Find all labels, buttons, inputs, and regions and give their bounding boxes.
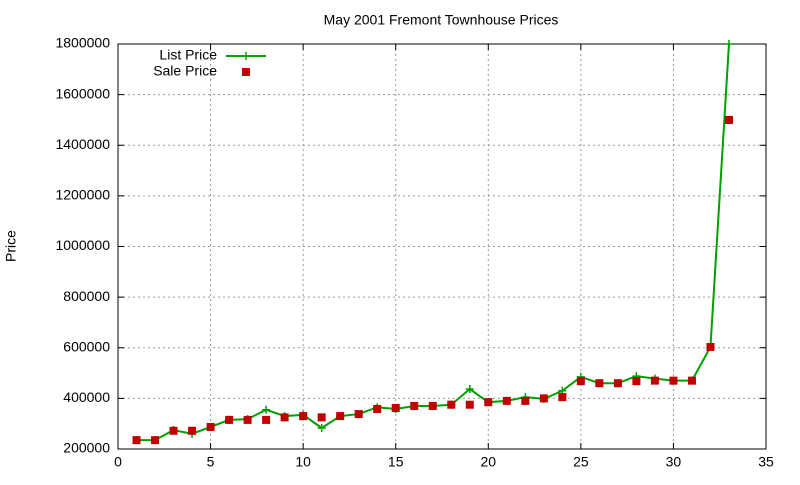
data-point: [595, 379, 604, 388]
y-tick-label: 400000: [63, 389, 110, 405]
y-tick-label: 600000: [63, 338, 110, 354]
data-point: [391, 403, 400, 412]
legend-marker: [242, 68, 250, 76]
data-point: [502, 396, 511, 405]
x-tick-label: 15: [388, 454, 404, 470]
x-tick-label: 35: [758, 454, 774, 470]
x-tick-label: 0: [114, 454, 122, 470]
data-point: [484, 398, 493, 407]
data-point: [465, 385, 474, 394]
data-point: [169, 426, 178, 435]
data-point: [706, 342, 715, 351]
data-point: [243, 415, 252, 424]
data-point: [558, 393, 567, 402]
y-tick-label: 1600000: [55, 85, 110, 101]
data-point: [373, 405, 382, 414]
data-point: [132, 436, 141, 445]
plot-frame: [117, 43, 767, 450]
data-point: [521, 396, 530, 405]
y-tick-label: 800000: [63, 288, 110, 304]
data-point: [262, 415, 271, 424]
legend-label: Sale Price: [153, 63, 217, 79]
data-point: [724, 40, 733, 48]
x-tick-label: 25: [573, 454, 589, 470]
data-point: [687, 376, 696, 385]
data-point: [669, 376, 678, 385]
y-tick-label: 1200000: [55, 187, 110, 203]
data-point: [280, 413, 289, 422]
y-tick-label: 1400000: [55, 136, 110, 152]
data-point: [613, 379, 622, 388]
data-point: [188, 426, 197, 435]
data-point: [539, 394, 548, 403]
data-point: [576, 377, 585, 386]
x-tick-label: 10: [295, 454, 311, 470]
data-point: [724, 115, 733, 124]
data-point: [354, 410, 363, 419]
y-tick-label: 1000000: [55, 237, 110, 253]
data-point: [151, 436, 160, 445]
x-tick-label: 5: [207, 454, 215, 470]
data-point: [262, 405, 271, 414]
legend-label: List Price: [159, 47, 217, 63]
data-point: [317, 423, 326, 432]
x-tick-label: 20: [480, 454, 496, 470]
data-point: [465, 400, 474, 409]
data-point: [428, 401, 437, 410]
data-point: [206, 422, 215, 431]
data-point: [225, 415, 234, 424]
x-tick-label: 30: [666, 454, 682, 470]
y-axis-label: Price: [3, 230, 19, 262]
data-point: [317, 413, 326, 422]
data-point: [410, 401, 419, 410]
y-tick-label: 200000: [63, 440, 110, 456]
legend-marker: [242, 52, 250, 60]
y-tick-label: 1800000: [55, 35, 110, 51]
data-point: [632, 377, 641, 386]
data-point: [650, 376, 659, 385]
data-point: [299, 412, 308, 421]
data-point: [447, 400, 456, 409]
chart-title: May 2001 Fremont Townhouse Prices: [324, 12, 559, 28]
data-point: [336, 412, 345, 421]
